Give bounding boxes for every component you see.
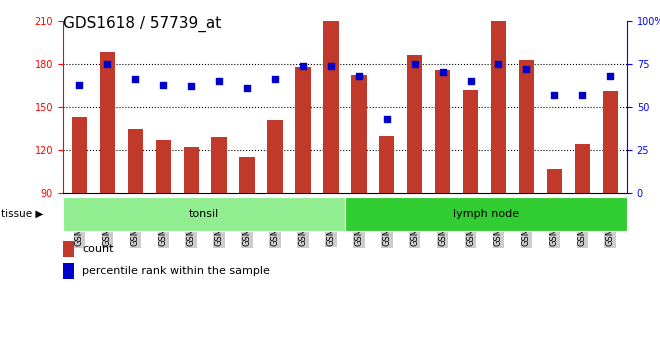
Bar [491, 21, 506, 193]
Text: GDS1618 / 57739_at: GDS1618 / 57739_at [63, 16, 221, 32]
Bar [435, 70, 450, 193]
Point [158, 82, 168, 87]
Bar [603, 91, 618, 193]
Bar [156, 140, 171, 193]
Bar [127, 128, 143, 193]
Bar [323, 21, 339, 193]
Point [577, 92, 587, 98]
Bar [72, 117, 87, 193]
Point [438, 70, 448, 75]
Bar [100, 52, 115, 193]
Bar [546, 169, 562, 193]
Point [130, 77, 141, 82]
Point [465, 78, 476, 84]
Point [214, 78, 224, 84]
Bar [183, 147, 199, 193]
Text: lymph node: lymph node [453, 209, 519, 219]
Bar [63, 197, 345, 231]
Bar [267, 120, 282, 193]
Point [102, 61, 113, 67]
Bar [295, 67, 311, 193]
Point [325, 63, 336, 68]
Point [186, 83, 197, 89]
Bar [463, 90, 478, 193]
Text: percentile rank within the sample: percentile rank within the sample [82, 266, 271, 276]
Bar [519, 59, 534, 193]
Bar [379, 136, 395, 193]
Point [521, 66, 532, 72]
Text: count: count [82, 244, 114, 254]
Point [242, 85, 252, 91]
Point [74, 82, 84, 87]
Text: tonsil: tonsil [189, 209, 219, 219]
Bar [351, 75, 366, 193]
Point [605, 73, 616, 79]
Point [493, 61, 504, 67]
Text: tissue ▶: tissue ▶ [1, 209, 44, 219]
Bar [63, 241, 74, 257]
Bar [63, 263, 74, 279]
Point [381, 116, 392, 122]
Bar [211, 137, 227, 193]
Point [549, 92, 560, 98]
Bar [240, 157, 255, 193]
Point [270, 77, 280, 82]
Point [298, 63, 308, 68]
Point [409, 61, 420, 67]
Bar [575, 144, 590, 193]
Bar [407, 55, 422, 193]
Bar [345, 197, 627, 231]
Point [354, 73, 364, 79]
